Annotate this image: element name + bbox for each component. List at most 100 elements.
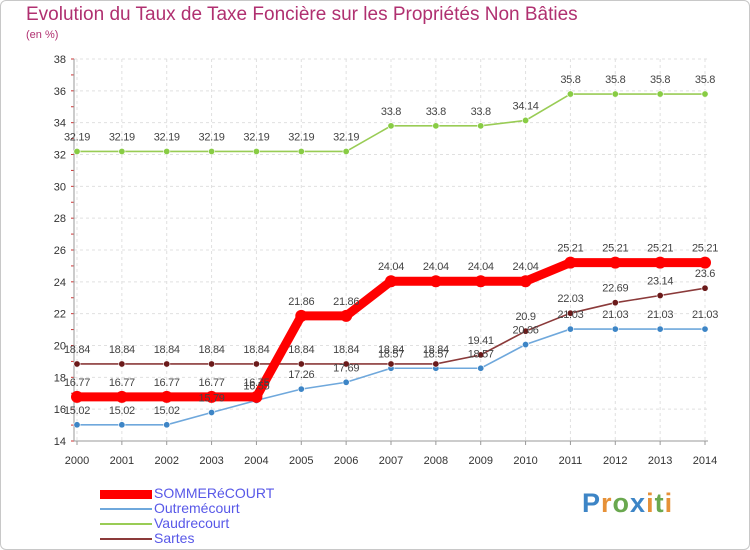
y-tick-label-28: 28 (54, 213, 66, 225)
unit-label: (en %) (26, 29, 59, 41)
logo-letter: t (654, 488, 665, 518)
x-tick-label-2004: 2004 (244, 455, 268, 467)
logo-letter: o (612, 488, 631, 518)
x-tick-label-2011: 2011 (559, 455, 583, 467)
data-point-Sartes-2011 (566, 309, 574, 317)
data-label-Sartes-2008: 18.84 (423, 344, 449, 356)
data-label-SOMMERéCOURT-2010: 24.04 (513, 261, 539, 273)
legend-label-Vaudrecourt: Vaudrecourt (154, 515, 230, 531)
y-tick-label-22: 22 (54, 309, 66, 321)
data-point-SOMMERéCOURT-2009 (474, 275, 487, 288)
data-label-Outremécourt-2004: 16.55 (243, 380, 269, 392)
data-point-SOMMERéCOURT-2003 (205, 390, 218, 403)
y-tick-label-30: 30 (54, 181, 66, 193)
data-label-Vaudrecourt-2003: 32.19 (199, 131, 225, 143)
x-tick-label-2002: 2002 (154, 455, 178, 467)
x-tick-label-2000: 2000 (65, 455, 89, 467)
legend-label-SOMMERéCOURT: SOMMERéCOURT (154, 485, 275, 501)
data-label-Vaudrecourt-2010: 34.14 (513, 100, 539, 112)
data-label-SOMMERéCOURT-2003: 16.77 (199, 377, 225, 389)
data-point-Vaudrecourt-2007 (387, 122, 395, 130)
y-tick-label-26: 26 (54, 245, 66, 257)
data-label-Sartes-2006: 18.84 (333, 344, 359, 356)
data-point-Outremécourt-2010 (522, 341, 530, 349)
data-label-Vaudrecourt-2000: 32.19 (64, 131, 90, 143)
data-point-Vaudrecourt-2006 (342, 147, 350, 155)
x-tick-label-2014: 2014 (693, 455, 717, 467)
data-point-Outremécourt-2011 (566, 325, 574, 333)
legend-swatch-Outremécourt (100, 508, 152, 510)
data-label-Vaudrecourt-2011: 35.8 (560, 74, 580, 86)
data-label-Outremécourt-2013: 21.03 (647, 309, 673, 321)
data-point-Vaudrecourt-2011 (566, 90, 574, 98)
data-point-SOMMERéCOURT-2013 (654, 256, 667, 269)
logo-letter: i (646, 488, 655, 518)
y-tick-label-24: 24 (54, 277, 66, 289)
data-point-Sartes-2004 (252, 360, 260, 368)
data-point-Outremécourt-2001 (118, 421, 126, 429)
data-point-Sartes-2000 (73, 360, 81, 368)
data-label-Outremécourt-2002: 15.02 (154, 405, 180, 417)
data-point-Outremécourt-2002 (163, 421, 171, 429)
data-point-SOMMERéCOURT-2001 (115, 390, 128, 403)
data-label-Vaudrecourt-2006: 32.19 (333, 131, 359, 143)
data-label-SOMMERéCOURT-2005: 21.86 (288, 296, 314, 308)
data-point-Sartes-2007 (387, 360, 395, 368)
data-point-Outremécourt-2012 (611, 325, 619, 333)
legend-label-Sartes: Sartes (154, 530, 195, 546)
data-label-SOMMERéCOURT-2002: 16.77 (154, 377, 180, 389)
data-label-Outremécourt-2010: 20.06 (513, 325, 539, 337)
data-label-SOMMERéCOURT-2004: 16.75 (243, 377, 269, 389)
data-label-Vaudrecourt-2005: 32.19 (288, 131, 314, 143)
data-point-Sartes-2002 (163, 360, 171, 368)
data-label-Vaudrecourt-2004: 32.19 (243, 131, 269, 143)
data-label-Sartes-2014: 23.6 (695, 268, 715, 280)
data-point-Sartes-2013 (656, 292, 664, 300)
data-label-Outremécourt-2014: 21.03 (692, 309, 718, 321)
x-tick-label-2005: 2005 (289, 455, 313, 467)
data-label-Outremécourt-2007: 18.57 (378, 348, 404, 360)
data-label-SOMMERéCOURT-2008: 24.04 (423, 261, 449, 273)
data-label-Sartes-2001: 18.84 (109, 344, 135, 356)
data-point-SOMMERéCOURT-2004 (250, 390, 263, 403)
data-point-SOMMERéCOURT-2008 (429, 275, 442, 288)
legend-label-Outremécourt: Outremécourt (154, 500, 240, 516)
x-tick-label-2013: 2013 (648, 455, 672, 467)
data-label-Outremécourt-2000: 15.02 (64, 405, 90, 417)
data-point-SOMMERéCOURT-2006 (340, 309, 353, 322)
data-label-SOMMERéCOURT-2013: 25.21 (647, 243, 673, 255)
data-label-Sartes-2011: 22.03 (557, 293, 583, 305)
data-label-Sartes-2000: 18.84 (64, 344, 90, 356)
data-point-SOMMERéCOURT-2000 (71, 390, 83, 403)
data-label-Sartes-2002: 18.84 (154, 344, 180, 356)
data-point-Vaudrecourt-2004 (252, 147, 260, 155)
x-tick-label-2009: 2009 (468, 455, 492, 467)
data-point-Sartes-2005 (297, 360, 305, 368)
data-point-Outremécourt-2009 (477, 364, 485, 372)
data-point-Sartes-2008 (432, 360, 440, 368)
data-label-Sartes-2003: 18.84 (199, 344, 225, 356)
data-label-Outremécourt-2005: 17.26 (288, 369, 314, 381)
data-point-Outremécourt-2013 (656, 325, 664, 333)
data-point-Vaudrecourt-2000 (73, 147, 81, 155)
data-point-Vaudrecourt-2001 (118, 147, 126, 155)
data-label-Vaudrecourt-2014: 35.8 (695, 74, 715, 86)
logo-letter: P (582, 488, 602, 518)
data-label-SOMMERéCOURT-2000: 16.77 (64, 377, 90, 389)
data-label-Vaudrecourt-2002: 32.19 (154, 131, 180, 143)
data-point-Outremécourt-2014 (701, 325, 709, 333)
legend-swatch-SOMMERéCOURT (100, 490, 152, 499)
data-label-SOMMERéCOURT-2001: 16.77 (109, 377, 135, 389)
logo-letter: r (601, 488, 613, 518)
data-label-Sartes-2010: 20.9 (515, 311, 535, 323)
data-point-Vaudrecourt-2002 (163, 147, 171, 155)
legend-swatch-Sartes (100, 538, 152, 540)
data-label-Sartes-2007: 18.84 (378, 344, 404, 356)
data-label-Outremécourt-2001: 15.02 (109, 405, 135, 417)
x-tick-label-2008: 2008 (424, 455, 448, 467)
data-point-Outremécourt-2005 (297, 385, 305, 393)
data-point-Sartes-2001 (118, 360, 126, 368)
data-label-Sartes-2004: 18.84 (243, 344, 269, 356)
x-tick-label-2007: 2007 (379, 455, 403, 467)
